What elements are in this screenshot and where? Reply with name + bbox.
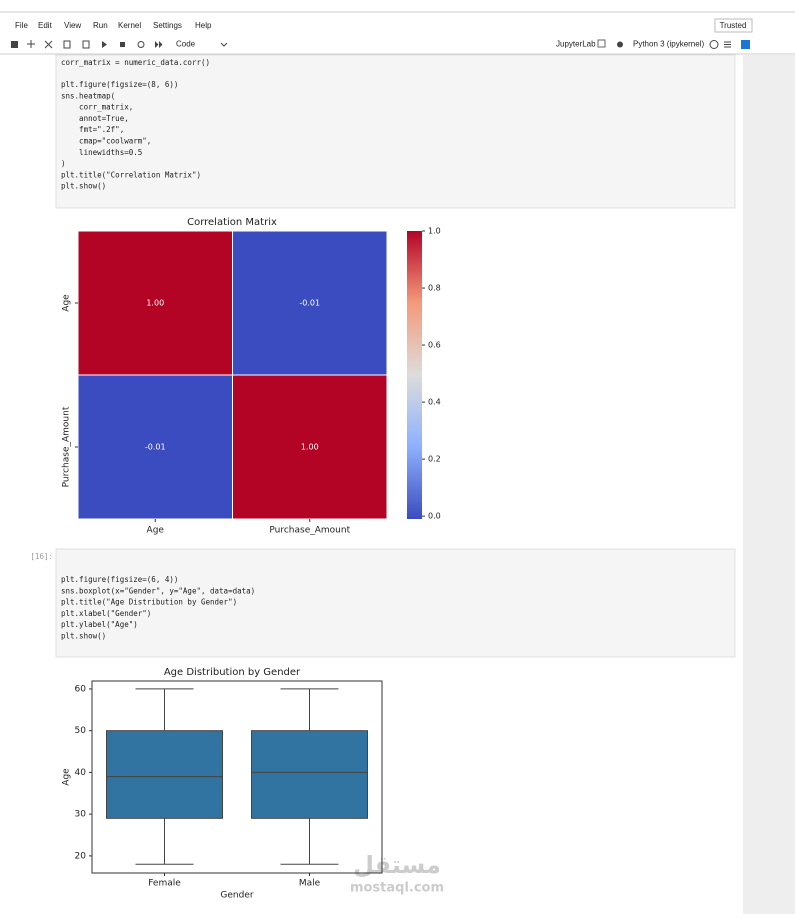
menu-item[interactable]: Edit [38,21,53,30]
y-tick-label: 30 [75,810,87,820]
colorbar-tick-label: 0.6 [428,341,441,350]
colorbar-tick-label: 0.4 [428,398,441,407]
heatmap-cell [77,374,233,520]
debug-icon[interactable] [617,41,623,48]
colorbar-tick-label: 0.8 [428,284,441,293]
panel-icon[interactable] [741,40,750,49]
kernel-status [709,40,719,49]
box [106,730,223,819]
y-tick-label: Purchase_Amount [62,406,72,487]
cell-label: 1.00 [301,443,319,452]
heatmap-cell [77,230,233,376]
code-line: corr_matrix = numeric_data.corr() [61,58,210,67]
code-cell[interactable] [55,548,736,658]
y-tick-label: 60 [75,684,87,694]
open-icon[interactable] [597,39,606,48]
code-line: corr_matrix, [61,103,133,112]
save-icon[interactable] [11,41,18,48]
x-tick-label: Male [299,879,321,889]
chart-title: Age Distribution by Gender [164,667,301,678]
paste-icon[interactable] [82,40,90,49]
menu-icon[interactable] [724,41,731,48]
y-tick-label: 40 [75,768,87,778]
code-line: plt.title("Age Distribution by Gender") [61,598,237,607]
cell-label: -0.01 [299,299,320,308]
x-axis-label: Gender [220,891,253,901]
code-line: plt.xlabel("Gender") [61,609,151,618]
colorbar-tick-label: 0.0 [428,512,441,521]
x-tick-label: Female [148,879,181,889]
y-tick-label: Age [62,294,72,312]
code-line: plt.figure(figsize=(8, 6)) [61,80,178,89]
run-all-icon[interactable] [155,41,163,48]
watermark-logo: مستقل [353,851,441,879]
y-tick-label: 20 [75,851,87,861]
code-line: fmt=".2f", [61,125,124,134]
copy-icon[interactable] [63,40,71,49]
cut-icon[interactable] [44,40,53,49]
menu-item[interactable]: Settings [153,21,182,30]
menu-item[interactable]: View [64,21,81,30]
jupyterlab-link[interactable]: JupyterLab [556,40,596,49]
dropdown-icon[interactable] [220,42,228,47]
y-tick-label: 50 [75,726,87,736]
kernel-name[interactable]: Python 3 (ipykernel) [633,40,704,49]
menu-item[interactable]: Help [195,21,212,30]
code-line: plt.figure(figsize=(6, 4)) [61,575,178,584]
code-line: plt.show() [61,182,106,191]
code-line: sns.heatmap( [61,91,115,100]
trusted-label: Trusted [720,21,747,30]
code-line: ) [61,159,66,168]
code-line: linewidths=0.5 [61,148,142,157]
plot-frame [91,680,383,874]
watermark-url: mostaql.com [350,881,444,896]
cell-type[interactable]: Code [176,40,196,49]
x-tick-label: Age [147,526,165,536]
y-axis-label: Age [62,768,72,786]
code-line: annot=True, [61,114,129,123]
cell-label: 1.00 [146,299,164,308]
menu-item[interactable]: Run [93,21,108,30]
chart-title: Correlation Matrix [187,217,277,228]
menu-item[interactable]: Kernel [118,21,141,30]
x-tick-label: Purchase_Amount [269,526,350,536]
trusted-badge[interactable] [714,18,753,33]
box [251,730,368,819]
add-icon[interactable] [27,40,35,48]
colorbar-tick-label: 0.2 [428,455,441,464]
menu-item[interactable]: File [15,21,28,30]
heatmap-cell [232,230,388,376]
restart-icon[interactable] [137,41,145,48]
colorbar [407,231,422,519]
heatmap-cell [232,374,388,520]
stop-icon[interactable] [120,42,125,47]
code-line: plt.ylabel("Age") [61,620,138,629]
code-cell[interactable] [55,54,736,209]
code-line: cmap="coolwarm", [61,137,151,146]
side-panel [743,55,795,914]
run-icon[interactable] [102,41,107,48]
cell-label: -0.01 [145,443,166,452]
code-line: plt.title("Correlation Matrix") [61,170,201,179]
toolbar-icons[interactable] [11,39,750,49]
code-line: plt.show() [61,632,106,641]
cell-prompt: [16]: [30,552,53,561]
colorbar-tick-label: 1.0 [428,227,441,236]
code-line: sns.boxplot(x="Gender", y="Age", data=da… [61,586,255,595]
